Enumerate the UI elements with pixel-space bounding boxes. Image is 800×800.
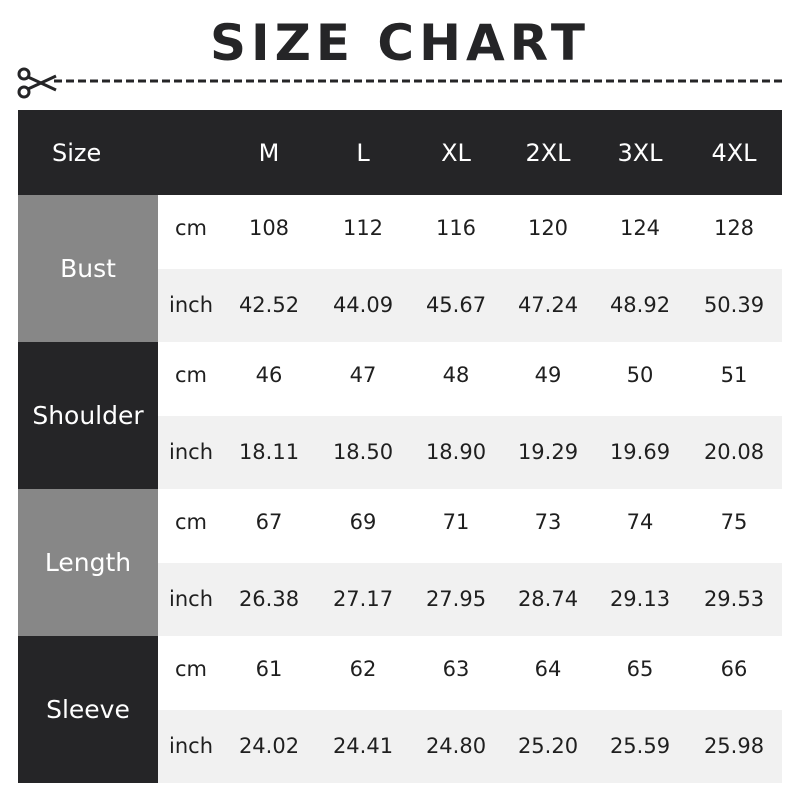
table-cell: 45.67 — [425, 293, 487, 318]
table-cell: 29.53 — [703, 587, 765, 612]
unit-label: cm — [174, 215, 207, 240]
unit-label: cm — [174, 362, 207, 387]
table-cell: 67 — [255, 509, 283, 534]
size-col-header: 4XL — [711, 138, 757, 167]
size-col-header: 2XL — [525, 138, 571, 167]
table-cell: 61 — [255, 656, 283, 681]
measure-label: Sleeve — [18, 636, 158, 783]
measure-group-length: Length cm 67 69 71 73 74 75 inch 26.38 27.17 27.95 2… — [18, 489, 782, 636]
size-col-header: XL — [441, 138, 471, 167]
table-cell: 69 — [349, 509, 377, 534]
table-cell: 49 — [534, 362, 562, 387]
table-row: cm 61 62 63 64 65 66 — [158, 636, 782, 710]
table-cell: 19.69 — [609, 440, 671, 465]
scissors-icon — [17, 67, 57, 99]
cut-line — [17, 67, 786, 99]
table-cell: 25.59 — [609, 734, 671, 759]
table-cell: 18.50 — [332, 440, 394, 465]
measure-label: Shoulder — [18, 342, 158, 489]
table-cell: 71 — [442, 509, 470, 534]
page-title: SIZE CHART — [209, 14, 591, 72]
table-cell: 29.13 — [609, 587, 671, 612]
table-cell: 73 — [534, 509, 562, 534]
table-cell: 42.52 — [238, 293, 300, 318]
table-row: cm 46 47 48 49 50 51 — [158, 342, 782, 416]
table-row: inch 42.52 44.09 45.67 47.24 48.92 50.39 — [158, 268, 782, 342]
table-cell: 27.95 — [425, 587, 487, 612]
unit-label: cm — [174, 509, 207, 534]
table-cell: 19.29 — [517, 440, 579, 465]
table-cell: 27.17 — [332, 587, 394, 612]
table-cell: 46 — [255, 362, 283, 387]
table-cell: 26.38 — [238, 587, 300, 612]
table-cell: 124 — [619, 215, 661, 240]
table-cell: 18.90 — [425, 440, 487, 465]
table-cell: 116 — [435, 215, 477, 240]
header-row: Size M L XL 2XL 3XL 4XL — [18, 110, 782, 195]
table-row: cm 67 69 71 73 74 75 — [158, 489, 782, 563]
unit-label: inch — [169, 587, 213, 612]
table-cell: 25.98 — [703, 734, 765, 759]
unit-label: cm — [174, 656, 207, 681]
unit-label: inch — [169, 734, 213, 759]
measure-group-shoulder: Shoulder cm 46 47 48 49 50 51 inch 18.11 18.50 18.9… — [18, 342, 782, 489]
table-cell: 74 — [626, 509, 654, 534]
table-cell: 48.92 — [609, 293, 671, 318]
table-cell: 66 — [720, 656, 748, 681]
size-col-header: L — [356, 138, 370, 167]
table-cell: 18.11 — [238, 440, 300, 465]
table-row: inch 24.02 24.41 24.80 25.20 25.59 25.98 — [158, 709, 782, 783]
unit-label: inch — [169, 440, 213, 465]
table-cell: 64 — [534, 656, 562, 681]
table-row: inch 18.11 18.50 18.90 19.29 19.69 20.08 — [158, 415, 782, 489]
table-cell: 75 — [720, 509, 748, 534]
table-cell: 50 — [626, 362, 654, 387]
size-col-header: 3XL — [617, 138, 663, 167]
table-cell: 128 — [713, 215, 755, 240]
measure-label: Length — [18, 489, 158, 636]
table-cell: 28.74 — [517, 587, 579, 612]
table-row: inch 26.38 27.17 27.95 28.74 29.13 29.53 — [158, 562, 782, 636]
table-row: cm 108 112 116 120 124 128 — [158, 195, 782, 269]
size-col-header: M — [258, 138, 280, 167]
table-cell: 24.41 — [332, 734, 394, 759]
table-cell: 20.08 — [703, 440, 765, 465]
table-cell: 51 — [720, 362, 748, 387]
table-cell: 65 — [626, 656, 654, 681]
table-cell: 47.24 — [517, 293, 579, 318]
table-cell: 25.20 — [517, 734, 579, 759]
table-cell: 63 — [442, 656, 470, 681]
table-cell: 24.80 — [425, 734, 487, 759]
table-cell: 112 — [342, 215, 384, 240]
table-cell: 44.09 — [332, 293, 394, 318]
table-cell: 48 — [442, 362, 470, 387]
size-table: Size M L XL 2XL 3XL 4XL Bust cm 108 112 116 1… — [18, 110, 782, 783]
measure-group-bust: Bust cm 108 112 116 120 124 128 inch 42.52 44.09 45… — [18, 195, 782, 342]
measure-group-sleeve: Sleeve cm 61 62 63 64 65 66 inch 24.02 24.41 24.80 2… — [18, 636, 782, 783]
size-header: Size — [52, 138, 102, 167]
table-cell: 47 — [349, 362, 377, 387]
measure-label: Bust — [18, 195, 158, 342]
unit-label: inch — [169, 293, 213, 318]
table-cell: 62 — [349, 656, 377, 681]
table-cell: 108 — [248, 215, 290, 240]
table-cell: 120 — [527, 215, 569, 240]
table-cell: 50.39 — [703, 293, 765, 318]
table-cell: 24.02 — [238, 734, 300, 759]
